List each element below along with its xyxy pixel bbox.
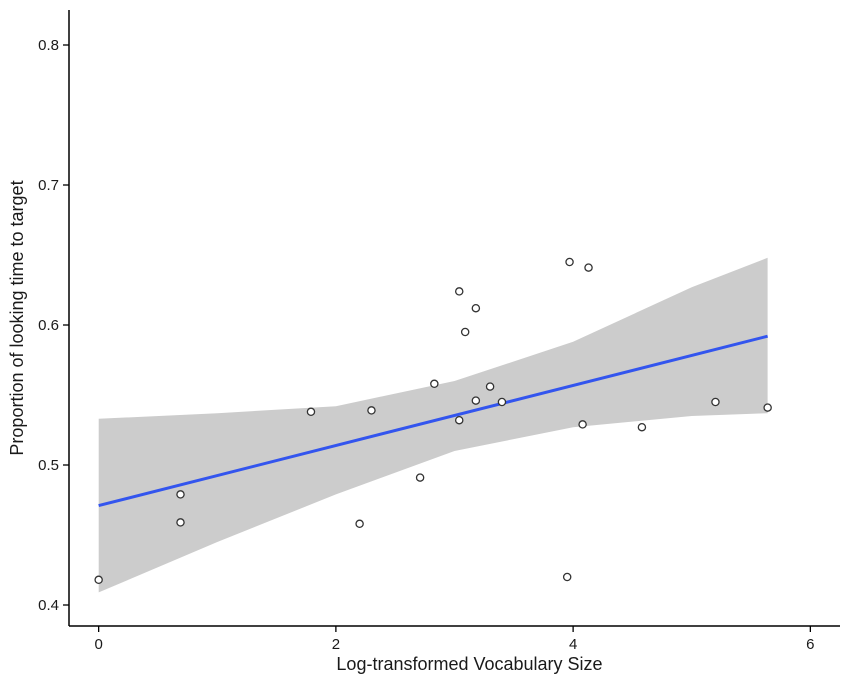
y-tick-label: 0.7 xyxy=(38,177,59,194)
data-point xyxy=(565,257,574,267)
data-point xyxy=(306,407,316,417)
x-tick-label: 4 xyxy=(569,636,577,653)
confidence-band-layer xyxy=(98,257,768,593)
x-ticks-layer: 0 2 4 6 xyxy=(94,626,815,653)
data-point xyxy=(711,397,720,407)
data-point xyxy=(578,420,587,429)
x-tick-label: 6 xyxy=(806,636,814,653)
data-point xyxy=(367,406,376,415)
points-layer xyxy=(94,257,772,585)
data-point xyxy=(355,519,364,529)
data-point xyxy=(176,518,185,527)
data-point xyxy=(637,422,647,432)
data-point xyxy=(460,327,470,337)
y-tick-label: 0.4 xyxy=(38,597,59,614)
data-point xyxy=(485,382,495,391)
data-point xyxy=(562,572,572,582)
axes-layer xyxy=(68,10,840,627)
y-tick-label: 0.6 xyxy=(38,317,59,334)
data-point xyxy=(454,415,464,425)
x-tick-label: 2 xyxy=(332,636,340,653)
data-point xyxy=(584,263,593,272)
data-point xyxy=(415,473,425,482)
x-axis-title: Log-transformed Vocabulary Size xyxy=(336,654,602,674)
y-axis-title: Proportion of looking time to target xyxy=(7,180,27,455)
data-point xyxy=(471,396,481,405)
data-point xyxy=(763,403,772,412)
data-point xyxy=(430,379,439,389)
data-point xyxy=(497,397,507,407)
data-point xyxy=(176,490,185,499)
y-tick-label: 0.5 xyxy=(38,457,59,474)
regression-line-layer xyxy=(98,334,769,508)
data-point xyxy=(454,287,464,296)
y-ticks-layer: 0.4 0.5 0.6 0.7 0.8 xyxy=(38,37,69,614)
data-point xyxy=(471,303,481,313)
regression-line xyxy=(98,334,769,508)
y-tick-label: 0.8 xyxy=(38,37,59,54)
confidence-band xyxy=(98,257,768,593)
x-tick-label: 0 xyxy=(94,636,102,653)
data-point xyxy=(94,575,103,585)
